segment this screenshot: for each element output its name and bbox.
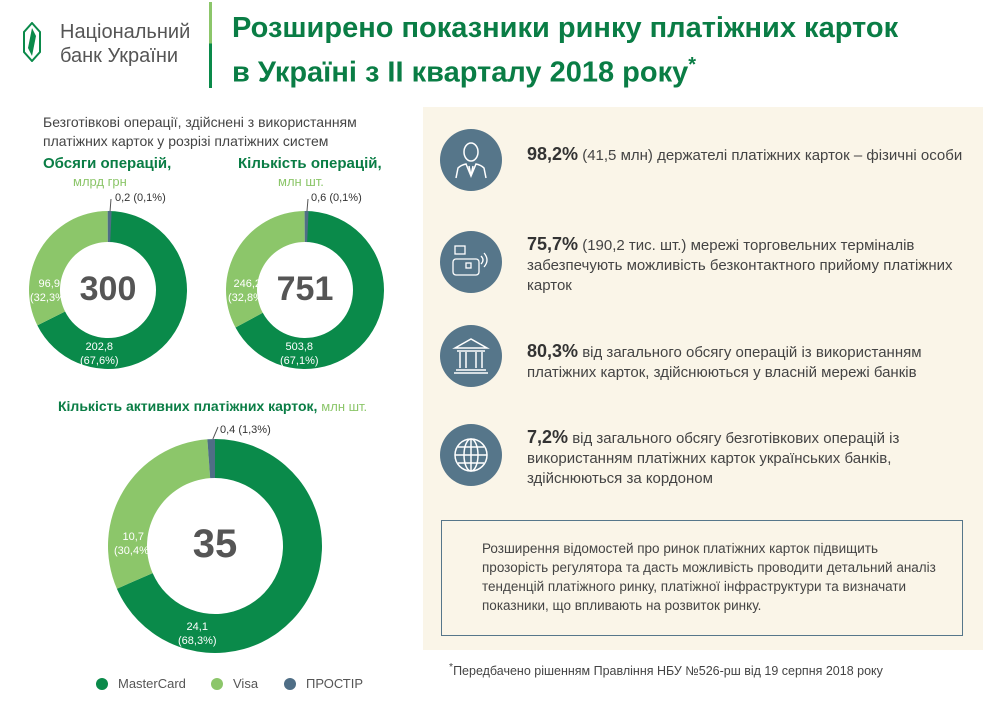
fact-text: від загального обсягу безготівкових опер… <box>527 430 900 487</box>
logo-line2: банк України <box>60 45 179 67</box>
legend-mastercard: MasterCard <box>96 676 186 691</box>
subtitle-line1: Безготівкові операції, здійснені з викор… <box>43 114 357 130</box>
nbu-logo-icon <box>23 22 41 62</box>
chart1-title: Обсяги операцій, <box>43 155 172 172</box>
chart2-label-mastercard: 503,8 (67,1%) <box>280 341 319 367</box>
chart3-title: Кількість активних платіжних карток, <box>58 398 318 414</box>
divider <box>209 2 212 88</box>
chart1-leader-line <box>109 198 112 212</box>
chart1-label-prostir: 0,2 (0,1%) <box>115 192 166 204</box>
fact-value: 75,7% <box>527 234 579 254</box>
chart3-label-prostir: 0,4 (1,3%) <box>220 424 271 436</box>
title-asterisk: * <box>688 54 697 76</box>
chart1-label-visa: 96,9 (32,3%) <box>30 278 69 304</box>
chart1-slice-простір <box>107 211 112 243</box>
chart2-unit: млн шт. <box>278 174 324 189</box>
chart3-label-mastercard: 24,1 (68,3%) <box>178 621 217 647</box>
title-line1: Розширено показники ринку платіжних карт… <box>232 12 899 44</box>
legend-swatch <box>284 677 296 690</box>
chart2-label-prostir: 0,6 (0,1%) <box>311 192 362 204</box>
fact-value: 7,2% <box>527 427 569 447</box>
legend-label: ПРОСТІР <box>306 676 364 691</box>
globe-icon <box>440 424 502 486</box>
chart1-slice-mastercard <box>37 211 188 370</box>
footnote-text: Передбачено рішенням Правління НБУ №526-… <box>453 664 883 679</box>
logo-text: Національний банк України <box>60 20 190 68</box>
person-icon <box>440 129 502 191</box>
logo-line1: Національний <box>60 21 191 43</box>
legend-visa: Visa <box>211 676 258 691</box>
chart3-slice-visa <box>107 439 211 589</box>
fact-4: 7,2% від загального обсягу безготівкових… <box>527 427 947 489</box>
fact-value: 80,3% <box>527 341 579 361</box>
subtitle-line2: платіжних карток у розрізі платіжних сис… <box>43 133 329 149</box>
contactless-terminal-icon <box>440 231 502 293</box>
chart1-total: 300 <box>79 270 137 308</box>
title-line2: в Україні з ІІ кварталу 2018 року <box>232 56 689 89</box>
note-text: Розширення відомостей про ринок платіжни… <box>482 541 936 613</box>
fact-text: від загального обсягу операцій із викори… <box>527 344 922 381</box>
chart2-title: Кількість операцій, <box>238 155 382 172</box>
page-title: Розширено показники ринку платіжних карт… <box>232 10 898 92</box>
legend-label: MasterCard <box>118 676 186 691</box>
fact-value: 98,2% <box>527 144 579 164</box>
legend-swatch <box>96 677 108 690</box>
chart2-slice-простір <box>304 210 309 243</box>
chart3-total: 35 <box>192 522 238 566</box>
chart1-slice-visa <box>28 211 108 326</box>
chart3-unit: млн шт. <box>321 399 368 414</box>
fact-3: 80,3% від загального обсягу операцій із … <box>527 341 972 383</box>
chart2-leader-line <box>306 198 309 212</box>
fact-2: 75,7% (190,2 тис. шт.) мережі торговельн… <box>527 234 967 296</box>
fact-text: (41,5 млн) держателі платіжних карток – … <box>578 147 963 164</box>
footnote: *Передбачено рішенням Правління НБУ №526… <box>449 662 883 678</box>
section-subtitle: Безготівкові операції, здійснені з викор… <box>43 113 357 151</box>
chart3-leader-line <box>212 426 219 440</box>
fact-text: (190,2 тис. шт.) мережі торговельних тер… <box>527 237 953 294</box>
chart1-unit: млрд грн <box>73 174 127 189</box>
legend-label: Visa <box>233 676 259 691</box>
facts-panel <box>423 107 983 650</box>
chart3-slice-простір <box>207 439 215 479</box>
chart3-slice-mastercard <box>116 438 322 653</box>
chart2-total: 751 <box>276 270 334 308</box>
legend-prostir: ПРОСТІР <box>284 676 363 691</box>
chart1-label-mastercard: 202,8 (67,6%) <box>80 341 119 367</box>
fact-1: 98,2% (41,5 млн) держателі платіжних кар… <box>527 144 967 166</box>
chart2-slice-visa <box>225 211 305 328</box>
legend-swatch <box>211 677 223 690</box>
chart2-label-visa: 246,2 (32,8%) <box>228 278 267 304</box>
note-box: Розширення відомостей про ринок платіжни… <box>441 520 963 636</box>
chart3-label-visa: 10,7 (30,4%) <box>114 531 153 557</box>
footnote-asterisk: * <box>449 662 454 673</box>
chart2-slice-mastercard <box>235 211 384 369</box>
donut-charts <box>28 198 384 653</box>
bank-icon <box>440 325 502 387</box>
